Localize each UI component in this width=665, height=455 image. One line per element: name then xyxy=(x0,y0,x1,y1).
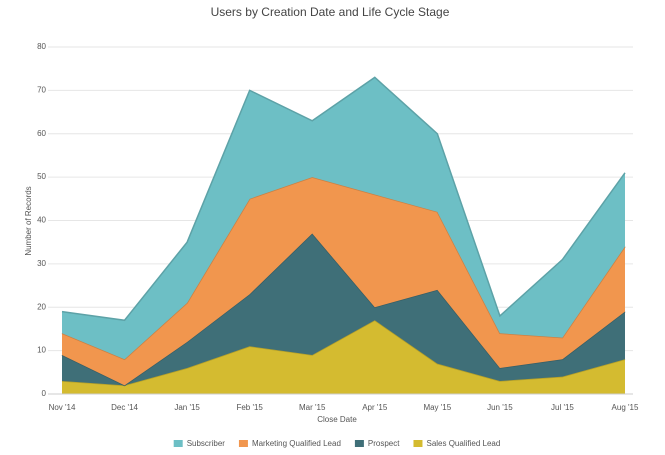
legend-swatch xyxy=(354,440,364,447)
legend-swatch xyxy=(173,440,183,447)
y-tick-label: 50 xyxy=(37,172,46,181)
y-tick-label: 70 xyxy=(37,85,46,94)
x-tick-label: Aug '15 xyxy=(612,403,639,412)
x-tick-label: Nov '14 xyxy=(49,403,76,412)
y-tick-label: 10 xyxy=(37,346,46,355)
legend-label: Prospect xyxy=(368,439,400,448)
y-tick-label: 20 xyxy=(37,302,46,311)
area-line xyxy=(61,76,626,322)
chart-title: Users by Creation Date and Life Cycle St… xyxy=(211,5,450,19)
y-tick-label: 40 xyxy=(37,216,46,225)
x-tick-label: Dec '14 xyxy=(111,403,138,412)
x-tick-label: Feb '15 xyxy=(236,403,263,412)
y-tick-label: 0 xyxy=(42,389,47,398)
legend-swatch xyxy=(413,440,423,447)
legend-label: Marketing Qualified Lead xyxy=(252,439,341,448)
legend-label: Sales Qualified Lead xyxy=(426,439,500,448)
legend-label: Subscriber xyxy=(187,439,226,448)
x-tick-label: Jan '15 xyxy=(174,403,200,412)
area xyxy=(62,320,625,394)
area xyxy=(62,233,625,386)
area xyxy=(62,177,625,386)
x-tick-label: Mar '15 xyxy=(299,403,326,412)
x-tick-label: May '15 xyxy=(423,403,451,412)
y-axis-label: Number of Records xyxy=(24,186,33,255)
legend-swatch xyxy=(238,440,248,447)
x-axis-label: Close Date xyxy=(317,415,357,424)
x-tick-label: Jul '15 xyxy=(551,403,574,412)
x-tick-label: Apr '15 xyxy=(362,403,388,412)
x-tick-label: Jun '15 xyxy=(487,403,513,412)
legend: Subscriber Marketing Qualified Lead Prospe… xyxy=(173,439,500,448)
area xyxy=(62,77,625,360)
y-tick-label: 60 xyxy=(37,129,46,138)
y-tick-label: 80 xyxy=(37,42,46,51)
y-tick-label: 30 xyxy=(37,259,46,268)
